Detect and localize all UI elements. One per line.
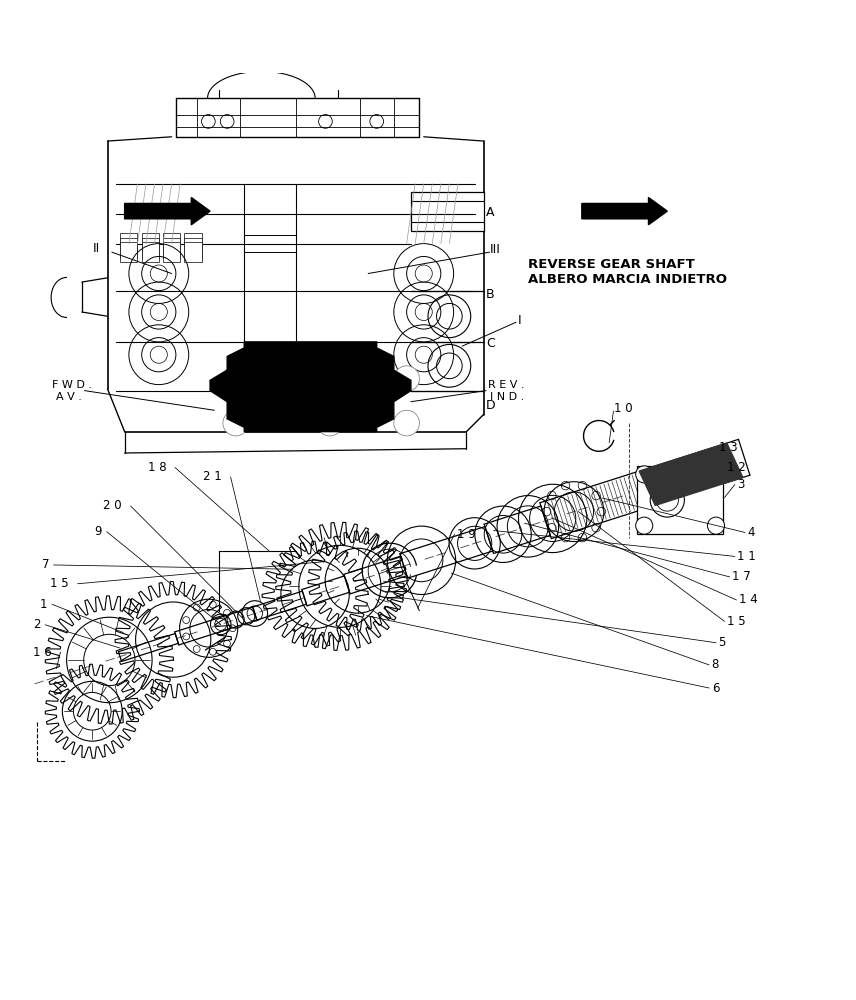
Bar <box>121 238 138 258</box>
Text: 2 0: 2 0 <box>104 499 122 512</box>
Text: A: A <box>486 206 495 219</box>
Text: F W D .: F W D . <box>52 380 92 390</box>
Text: 7: 7 <box>42 558 49 571</box>
Circle shape <box>636 517 653 534</box>
Bar <box>142 238 159 258</box>
Text: 3: 3 <box>737 478 745 491</box>
Text: B: B <box>486 288 495 301</box>
Text: 1 7: 1 7 <box>732 570 751 583</box>
Text: 4: 4 <box>747 526 755 539</box>
Circle shape <box>317 366 342 391</box>
FancyArrow shape <box>125 197 210 225</box>
Bar <box>121 233 138 254</box>
Circle shape <box>707 466 724 483</box>
Text: ALBERO MARCIA INDIETRO: ALBERO MARCIA INDIETRO <box>528 273 727 286</box>
Text: R E V .: R E V . <box>488 380 525 390</box>
Bar <box>121 242 138 262</box>
Bar <box>411 192 484 231</box>
Bar <box>184 238 201 258</box>
Text: 1 5: 1 5 <box>727 615 746 628</box>
Text: C: C <box>486 337 495 350</box>
Circle shape <box>394 366 419 391</box>
Text: 1 3: 1 3 <box>718 441 737 454</box>
Text: 1 9: 1 9 <box>457 528 476 541</box>
Bar <box>163 242 180 262</box>
Circle shape <box>317 410 342 436</box>
Text: 2: 2 <box>33 618 41 631</box>
Bar <box>163 233 180 254</box>
Text: A V .: A V . <box>56 392 82 402</box>
Text: 8: 8 <box>711 658 719 671</box>
Bar <box>163 238 180 258</box>
Bar <box>142 242 159 262</box>
Polygon shape <box>210 342 411 432</box>
Text: 6: 6 <box>711 682 719 695</box>
Text: 1 2: 1 2 <box>727 461 746 474</box>
Circle shape <box>657 489 679 511</box>
Text: II: II <box>93 242 100 255</box>
Text: REVERSE GEAR SHAFT: REVERSE GEAR SHAFT <box>528 258 695 271</box>
Bar <box>638 466 722 534</box>
Circle shape <box>223 366 248 391</box>
Text: 1: 1 <box>40 598 47 611</box>
Text: 1 4: 1 4 <box>739 593 758 606</box>
Text: 1 5: 1 5 <box>51 577 68 590</box>
Circle shape <box>670 467 682 479</box>
Text: 9: 9 <box>95 525 102 538</box>
Text: 1 6: 1 6 <box>33 646 52 659</box>
Text: D: D <box>486 399 496 412</box>
Circle shape <box>394 410 419 436</box>
FancyArrow shape <box>582 197 668 225</box>
Bar <box>184 233 201 254</box>
Text: 1 0: 1 0 <box>615 402 633 415</box>
Circle shape <box>651 483 685 517</box>
Circle shape <box>707 517 724 534</box>
Text: I: I <box>518 314 521 327</box>
Text: 1 8: 1 8 <box>148 461 166 474</box>
Bar <box>142 233 159 254</box>
Text: III: III <box>490 243 501 256</box>
Text: 2 1: 2 1 <box>203 470 222 483</box>
Bar <box>184 242 201 262</box>
Text: I N D .: I N D . <box>490 392 524 402</box>
Circle shape <box>223 410 248 436</box>
Circle shape <box>636 466 653 483</box>
Text: 1 1: 1 1 <box>737 550 756 563</box>
Text: 5: 5 <box>718 636 726 649</box>
Polygon shape <box>639 443 743 505</box>
